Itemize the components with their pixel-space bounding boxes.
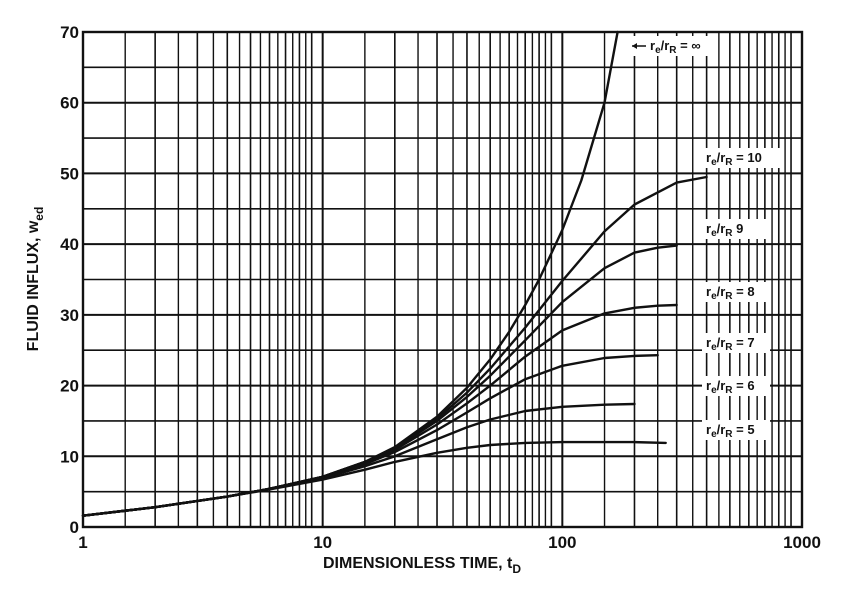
plot-frame	[81, 30, 804, 529]
x-tick-label: 1000	[783, 533, 821, 552]
series-label-bg	[702, 376, 770, 396]
y-tick-label: 20	[60, 377, 79, 396]
series-label-0: re/rR = ∞	[650, 38, 701, 56]
y-axis-ticks: 0 10 20 30 40 50 60 70	[60, 23, 79, 537]
series-label-bg	[702, 148, 784, 168]
y-tick-label: 70	[60, 23, 79, 42]
series-label-bg	[702, 282, 770, 302]
series-line-6	[81, 440, 667, 517]
series-label-bg	[702, 333, 770, 353]
series-line-3	[81, 303, 678, 517]
label-arrow-head	[632, 43, 637, 49]
series-label-4: re/rR = 7	[706, 335, 755, 353]
y-tick-label: 30	[60, 306, 79, 325]
x-axis-ticks: 1 10 100 1000	[78, 533, 821, 552]
series-label-3: re/rR = 8	[706, 284, 755, 302]
grid-lines	[82, 31, 802, 528]
y-tick-label: 60	[60, 94, 79, 113]
x-axis-title: DIMENSIONLESS TIME, tD	[323, 555, 521, 576]
x-tick-label: 10	[313, 533, 332, 552]
y-tick-label: 0	[70, 518, 79, 537]
series-label-1: re/rR = 10	[706, 150, 762, 168]
y-tick-label: 40	[60, 235, 79, 254]
series-label-bg	[702, 219, 770, 239]
y-tick-label: 10	[60, 447, 79, 466]
series-curves	[81, 30, 708, 517]
x-tick-label: 100	[548, 533, 576, 552]
series-label-6: re/rR = 5	[706, 422, 755, 440]
series-label-bg	[628, 36, 718, 56]
series-label-bg	[702, 420, 770, 440]
series-line-2	[81, 244, 678, 517]
y-tick-label: 50	[60, 164, 79, 183]
x-tick-label: 1	[78, 533, 87, 552]
series-label-2: re/rR 9	[706, 221, 743, 239]
y-axis-title: FLUID INFLUX, wed	[25, 207, 46, 352]
series-labels: re/rR = ∞ re/rR = 10 re/rR 9 re/rR = 8 re/rR…	[628, 36, 784, 440]
series-label-5: re/rR = 6	[706, 378, 755, 396]
